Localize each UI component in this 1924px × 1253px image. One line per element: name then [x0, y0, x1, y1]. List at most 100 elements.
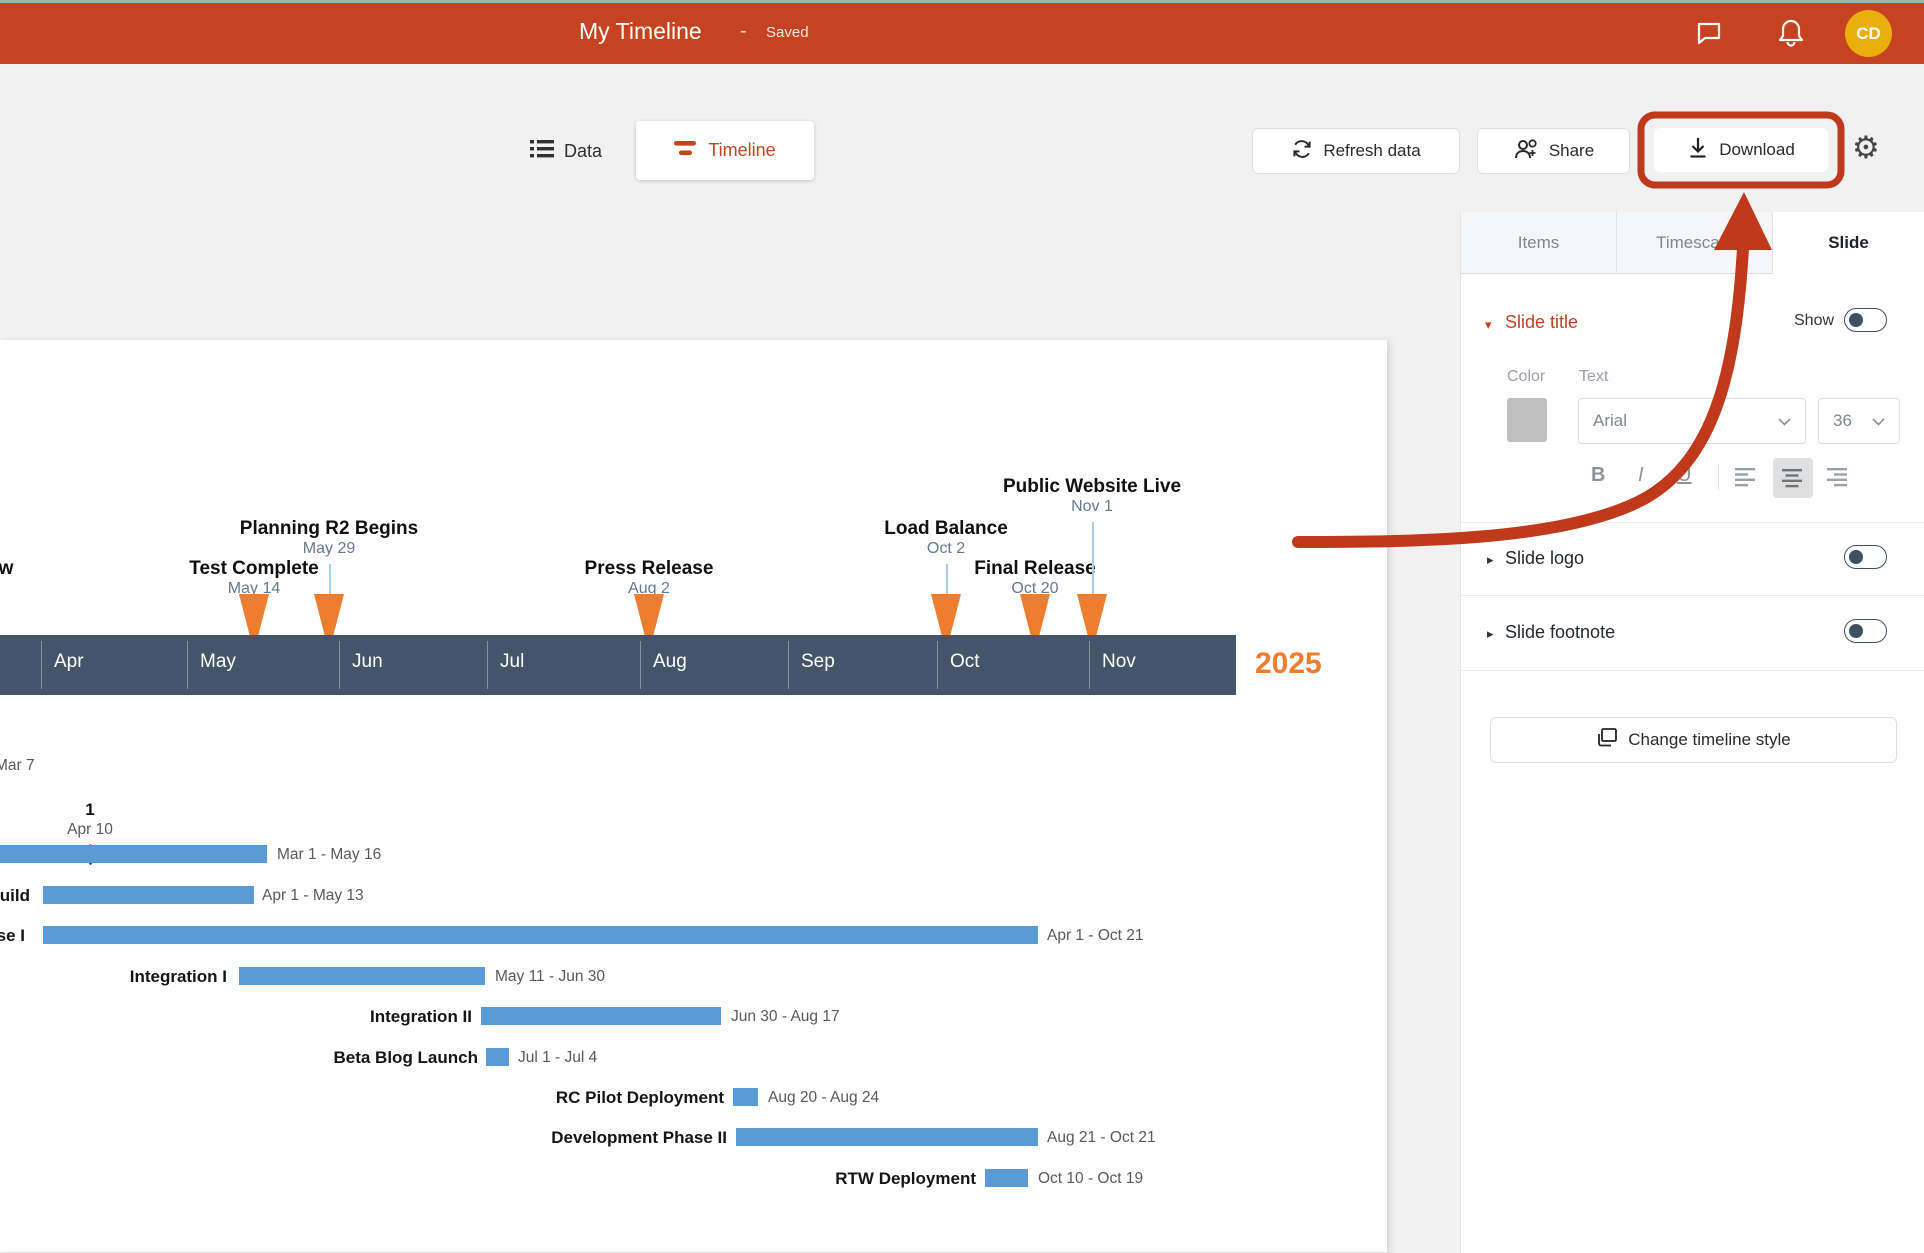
month-tick — [788, 641, 789, 689]
font-family-select[interactable]: Arial — [1578, 398, 1806, 444]
slide-footnote-toggle[interactable] — [1844, 619, 1887, 643]
milestone-label[interactable]: Press Release — [584, 558, 714, 579]
month-tick — [41, 641, 42, 689]
task-bar[interactable] — [985, 1169, 1028, 1187]
task-label[interactable]: uild — [0, 886, 30, 905]
task-dates: Jul 1 - Jul 4 — [518, 1049, 598, 1066]
task-bar[interactable] — [486, 1048, 509, 1066]
task-bar[interactable] — [736, 1128, 1038, 1146]
timescale-band[interactable]: Apr May Jun Jul Aug Sep Oct Nov — [0, 635, 1236, 695]
tab-data[interactable]: Data — [530, 128, 618, 174]
slide-footnote-caret-icon[interactable]: ▸ — [1487, 626, 1494, 641]
task-label[interactable]: RC Pilot Deployment — [555, 1088, 724, 1107]
slide-footnote-header[interactable]: Slide footnote — [1505, 622, 1616, 642]
slide-canvas[interactable]: ew Test Complete May 14 Planning R2 Begi… — [0, 340, 1387, 1252]
underline-button[interactable]: U — [1677, 464, 1692, 486]
toggle-knob — [1849, 312, 1863, 327]
task-dates: Jun 30 - Aug 17 — [731, 1008, 840, 1025]
task-bar[interactable] — [0, 845, 267, 863]
panel-tab-timescale[interactable]: Timescale — [1617, 212, 1773, 274]
milestone-label[interactable]: Planning R2 Begins — [239, 518, 419, 539]
avatar[interactable]: CD — [1845, 10, 1892, 57]
month-tick — [187, 641, 188, 689]
task-bar[interactable] — [43, 926, 1038, 944]
slide-logo-header[interactable]: Slide logo — [1505, 548, 1585, 568]
task-dates: Aug 21 - Oct 21 — [1047, 1129, 1156, 1146]
sub-milestone-number[interactable]: 1 — [85, 800, 95, 819]
tab-timeline-label: Timeline — [708, 140, 776, 160]
chevron-down-icon — [1778, 411, 1791, 431]
task-bar[interactable] — [481, 1007, 721, 1025]
change-timeline-style-button[interactable]: Change timeline style — [1490, 717, 1897, 763]
align-left-button[interactable] — [1735, 468, 1757, 492]
task-dates: Aug 20 - Aug 24 — [768, 1089, 880, 1106]
task-label[interactable]: Development Phase II — [551, 1128, 727, 1147]
milestone-label[interactable]: Test Complete — [189, 558, 319, 579]
align-center-button[interactable] — [1773, 458, 1813, 498]
panel-tab-slide[interactable]: Slide — [1773, 212, 1924, 274]
format-separator — [1718, 464, 1719, 490]
month-label: Sep — [801, 651, 835, 672]
share-button[interactable]: Share — [1477, 128, 1630, 174]
task-bar[interactable] — [43, 886, 254, 904]
chevron-down-icon — [1872, 411, 1885, 431]
slide-logo-toggle[interactable] — [1844, 545, 1887, 569]
timeline-bars-icon — [674, 138, 698, 163]
milestone-label-clipped[interactable]: ew — [0, 558, 14, 579]
show-label: Show — [1794, 312, 1835, 329]
month-tick — [339, 641, 340, 689]
download-icon — [1687, 136, 1709, 165]
panel-tab-items[interactable]: Items — [1461, 212, 1617, 274]
month-label: Jul — [500, 651, 525, 672]
task-label[interactable]: se I — [0, 926, 25, 945]
settings-gear-icon[interactable]: ⚙ — [1852, 130, 1880, 166]
month-label: Apr — [54, 651, 84, 672]
font-size-value: 36 — [1833, 411, 1852, 430]
bold-button[interactable]: B — [1591, 464, 1606, 486]
save-status: Saved — [766, 24, 809, 41]
document-title[interactable]: My Timeline — [579, 18, 702, 44]
milestone-label[interactable]: Final Release — [974, 558, 1096, 579]
tab-timeline[interactable]: Timeline — [636, 121, 814, 180]
slide-title-caret-icon[interactable]: ▾ — [1485, 317, 1492, 332]
font-size-select[interactable]: 36 — [1818, 398, 1900, 444]
task-bar[interactable] — [733, 1088, 758, 1106]
task-dates: Mar 1 - May 16 — [277, 846, 382, 863]
text-label: Text — [1579, 368, 1609, 385]
title-color-swatch[interactable] — [1507, 398, 1547, 442]
slide-title-show-toggle[interactable] — [1844, 308, 1887, 332]
month-tick — [640, 641, 641, 689]
font-family-value: Arial — [1593, 411, 1628, 430]
task-label[interactable]: Integration II — [370, 1007, 472, 1026]
avatar-initials: CD — [1856, 23, 1881, 43]
task-bar[interactable] — [239, 967, 485, 985]
toggle-knob — [1849, 623, 1863, 638]
align-right-button[interactable] — [1827, 468, 1849, 492]
title-separator: - — [740, 20, 747, 42]
share-person-icon — [1513, 137, 1539, 166]
slide-logo-caret-icon[interactable]: ▸ — [1487, 552, 1494, 567]
task-label[interactable]: Beta Blog Launch — [333, 1048, 478, 1067]
milestone-date: May 14 — [227, 580, 281, 597]
panel-tab-timescale-label: Timescale — [1656, 232, 1733, 252]
month-label: May — [200, 651, 236, 672]
milestone-label[interactable]: Load Balance — [884, 518, 1008, 539]
milestone-connector — [329, 564, 331, 598]
download-button[interactable]: Download — [1654, 128, 1828, 172]
notifications-bell-icon[interactable] — [1774, 15, 1808, 56]
task-label[interactable]: Integration I — [129, 967, 227, 986]
toggle-knob — [1849, 549, 1863, 564]
task-label[interactable]: RTW Deployment — [835, 1169, 976, 1188]
milestone-date: Oct 20 — [1011, 580, 1059, 597]
color-label: Color — [1507, 368, 1546, 385]
slide-title-header[interactable]: Slide title — [1505, 312, 1579, 332]
month-label: Aug — [653, 651, 687, 672]
italic-button[interactable]: I — [1638, 464, 1644, 486]
month-label: Nov — [1102, 651, 1136, 672]
top-bar: My Timeline - Saved CD — [0, 3, 1924, 64]
refresh-data-button[interactable]: Refresh data — [1252, 128, 1460, 174]
milestone-label[interactable]: Public Website Live — [1002, 476, 1182, 497]
month-tick — [487, 641, 488, 689]
milestone-date: Oct 2 — [926, 540, 966, 557]
comments-icon[interactable] — [1692, 16, 1726, 55]
